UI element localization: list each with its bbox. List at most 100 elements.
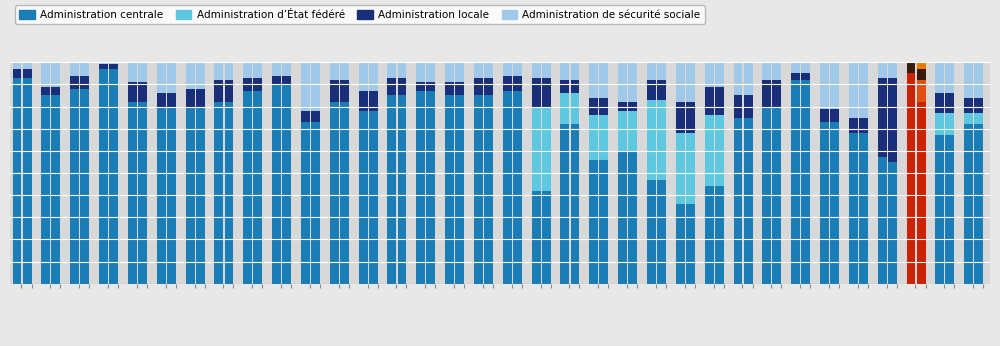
Bar (686, 133, 695, 204)
Bar (820, 62, 829, 109)
Bar (974, 124, 983, 284)
Bar (734, 95, 742, 118)
Bar (657, 100, 666, 180)
Bar (542, 62, 551, 78)
Bar (542, 107, 551, 191)
Bar (455, 62, 464, 82)
Bar (878, 78, 887, 157)
Bar (282, 62, 291, 75)
Bar (657, 80, 666, 100)
Bar (560, 62, 569, 80)
Bar (340, 102, 349, 284)
Bar (503, 75, 512, 91)
Bar (41, 62, 50, 86)
Bar (715, 62, 724, 86)
Bar (801, 80, 810, 284)
Bar (618, 62, 627, 102)
Bar (676, 204, 685, 284)
Bar (907, 73, 915, 284)
Bar (369, 91, 378, 111)
Bar (51, 86, 60, 95)
Bar (859, 62, 868, 118)
Bar (647, 180, 656, 284)
Bar (657, 180, 666, 284)
Bar (253, 91, 262, 284)
Bar (599, 98, 608, 116)
Bar (167, 93, 176, 107)
Bar (945, 93, 954, 113)
Bar (426, 62, 435, 82)
Bar (917, 69, 926, 80)
Bar (974, 98, 983, 113)
Bar (398, 95, 406, 284)
Bar (589, 116, 598, 160)
Bar (80, 75, 89, 89)
Bar (945, 62, 954, 93)
Bar (849, 133, 858, 284)
Bar (618, 111, 627, 151)
Bar (513, 75, 522, 91)
Bar (830, 109, 839, 122)
Bar (41, 86, 50, 95)
Bar (138, 102, 147, 284)
Bar (455, 95, 464, 284)
Bar (445, 62, 454, 82)
Bar (964, 113, 973, 124)
Bar (474, 78, 483, 95)
Bar (128, 102, 137, 284)
Bar (859, 133, 868, 284)
Bar (542, 191, 551, 284)
Bar (484, 78, 493, 95)
Bar (484, 95, 493, 284)
Bar (705, 62, 714, 86)
Bar (801, 73, 810, 80)
Bar (196, 107, 205, 284)
Bar (387, 95, 396, 284)
Bar (618, 151, 627, 284)
Bar (445, 82, 454, 95)
Bar (474, 95, 483, 284)
Bar (13, 62, 21, 69)
Bar (964, 62, 973, 98)
Bar (301, 62, 310, 111)
Bar (157, 62, 166, 93)
Bar (340, 80, 349, 102)
Bar (820, 109, 829, 122)
Bar (628, 111, 637, 151)
Bar (935, 135, 944, 284)
Bar (589, 62, 598, 98)
Bar (359, 62, 368, 91)
Bar (830, 122, 839, 284)
Bar (128, 62, 137, 82)
Bar (917, 102, 926, 284)
Bar (647, 80, 656, 100)
Bar (225, 102, 233, 284)
Bar (225, 62, 233, 80)
Bar (282, 75, 291, 84)
Bar (599, 160, 608, 284)
Bar (272, 75, 281, 84)
Bar (272, 62, 281, 75)
Bar (109, 69, 118, 284)
Bar (186, 62, 195, 89)
Bar (907, 62, 915, 73)
Bar (243, 91, 252, 284)
Bar (705, 186, 714, 284)
Bar (186, 107, 195, 284)
Bar (734, 62, 742, 95)
Bar (311, 122, 320, 284)
Bar (109, 62, 118, 64)
Bar (647, 62, 656, 80)
Bar (13, 78, 21, 284)
Bar (484, 62, 493, 78)
Bar (820, 122, 829, 284)
Bar (945, 135, 954, 284)
Bar (387, 78, 396, 95)
Bar (138, 82, 147, 102)
Bar (243, 62, 252, 78)
Bar (23, 69, 32, 78)
Bar (532, 62, 541, 78)
Bar (628, 151, 637, 284)
Bar (301, 111, 310, 122)
Bar (849, 118, 858, 133)
